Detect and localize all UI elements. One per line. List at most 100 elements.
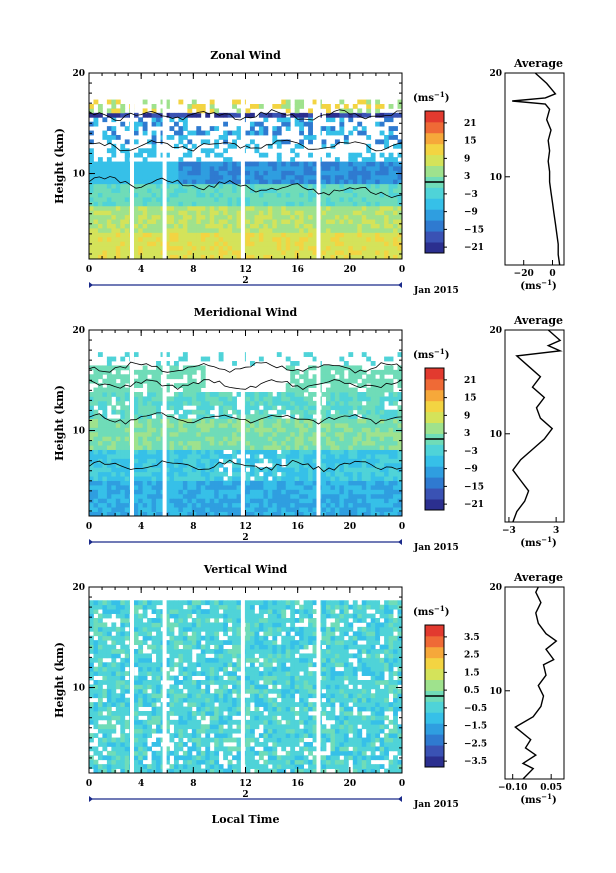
heatmap-cell (272, 431, 278, 437)
heatmap-cell (182, 480, 188, 486)
heatmap-cell (156, 706, 161, 712)
heatmap-cell (272, 135, 278, 140)
heatmap-cell (182, 436, 188, 442)
heatmap-cell (156, 719, 161, 725)
x-tick-label: 12 (239, 522, 252, 532)
heatmap-cell (366, 157, 372, 162)
heatmap-cell (272, 423, 278, 428)
colorbar-swatch (425, 209, 444, 221)
heatmap-cell (357, 392, 363, 397)
heatmap-cell (267, 405, 273, 411)
heatmap-cell (352, 454, 358, 459)
heatmap-cell (111, 383, 117, 388)
heatmap-cell (232, 179, 237, 185)
heatmap-cell (200, 183, 206, 189)
heatmap-cell (200, 214, 206, 220)
heatmap-cell (375, 507, 381, 512)
heatmap-cell (334, 214, 340, 220)
heatmap-cell (151, 454, 157, 459)
heatmap-cell (236, 498, 242, 504)
heatmap-cell (133, 201, 139, 207)
heatmap-cell (263, 232, 269, 238)
heatmap-cell (388, 192, 394, 198)
heatmap-cell (384, 117, 389, 123)
heatmap-cell (124, 618, 130, 623)
heatmap-cell (138, 498, 144, 504)
heatmap-cell (397, 414, 403, 419)
heatmap-cell (182, 493, 188, 499)
heatmap-cell (147, 250, 152, 255)
heatmap-cell (196, 409, 202, 415)
heatmap-cell (138, 152, 144, 158)
heatmap-cell (308, 228, 313, 233)
heatmap-cell (312, 241, 318, 247)
heatmap-cell (308, 507, 313, 512)
colorbar-swatch (425, 198, 444, 210)
heatmap-cell (124, 188, 130, 193)
heatmap-cell (245, 489, 251, 495)
heatmap-cell (178, 236, 184, 242)
heatmap-cell (348, 449, 354, 455)
heatmap-cell (357, 405, 363, 411)
heatmap-cell (388, 250, 394, 255)
heatmap-cell (370, 507, 376, 512)
heatmap-cell (290, 498, 296, 504)
heatmap-cell (236, 99, 242, 105)
heatmap-cell (142, 671, 148, 676)
heatmap-cell (115, 250, 121, 255)
heatmap-cell (393, 201, 398, 207)
heatmap-cell (124, 378, 130, 384)
heatmap-cell (97, 507, 103, 512)
heatmap-cell (97, 427, 103, 433)
heatmap-cell (205, 201, 211, 207)
heatmap-cell (299, 485, 305, 490)
heatmap-cell (115, 649, 121, 654)
heatmap-cell (205, 183, 211, 189)
heatmap-cell (379, 245, 385, 251)
heatmap-cell (102, 498, 108, 504)
heatmap-cell (303, 462, 309, 468)
heatmap-cell (191, 241, 197, 247)
heatmap-cell (182, 489, 188, 495)
heatmap-cell (366, 104, 372, 109)
heatmap-cell (343, 485, 349, 490)
heatmap-cell (97, 188, 103, 193)
heatmap-cell (165, 418, 170, 424)
heatmap-cell (393, 445, 398, 450)
heatmap-cell (205, 418, 211, 424)
heatmap-cell (245, 502, 251, 508)
heatmap-cell (169, 423, 175, 428)
heatmap-cell (205, 188, 211, 193)
heatmap-cell (308, 126, 313, 131)
heatmap-cell (165, 405, 170, 411)
x-tick-label: 0 (86, 265, 92, 275)
heatmap-cell (303, 502, 309, 508)
heatmap-cell (276, 436, 282, 442)
heatmap-cell (209, 405, 215, 411)
heatmap-cell (142, 241, 148, 247)
heatmap-cell (169, 462, 175, 468)
heatmap-cell (178, 400, 184, 406)
heatmap-cell (384, 356, 389, 362)
heatmap-cell (200, 201, 206, 207)
heatmap-cell (124, 733, 130, 738)
heatmap-cell (366, 245, 372, 251)
heatmap-cell (325, 126, 331, 131)
heatmap-cell (142, 768, 148, 774)
heatmap-cell (361, 170, 367, 176)
heatmap-cell (352, 458, 358, 464)
heatmap-cell (384, 489, 389, 495)
heatmap-cell (366, 502, 372, 508)
heatmap-cell (205, 467, 211, 473)
heatmap-cell (325, 161, 331, 167)
heatmap-cell (339, 502, 345, 508)
heatmap-cell (366, 423, 372, 428)
heatmap-cell (97, 405, 103, 411)
heatmap-cell (276, 179, 282, 185)
heatmap-cell (138, 746, 144, 752)
heatmap-cell (133, 604, 139, 610)
heatmap-cell (97, 392, 103, 397)
heatmap-cell (156, 476, 161, 481)
heatmap-cell (151, 485, 157, 490)
heatmap-cell (115, 197, 121, 202)
